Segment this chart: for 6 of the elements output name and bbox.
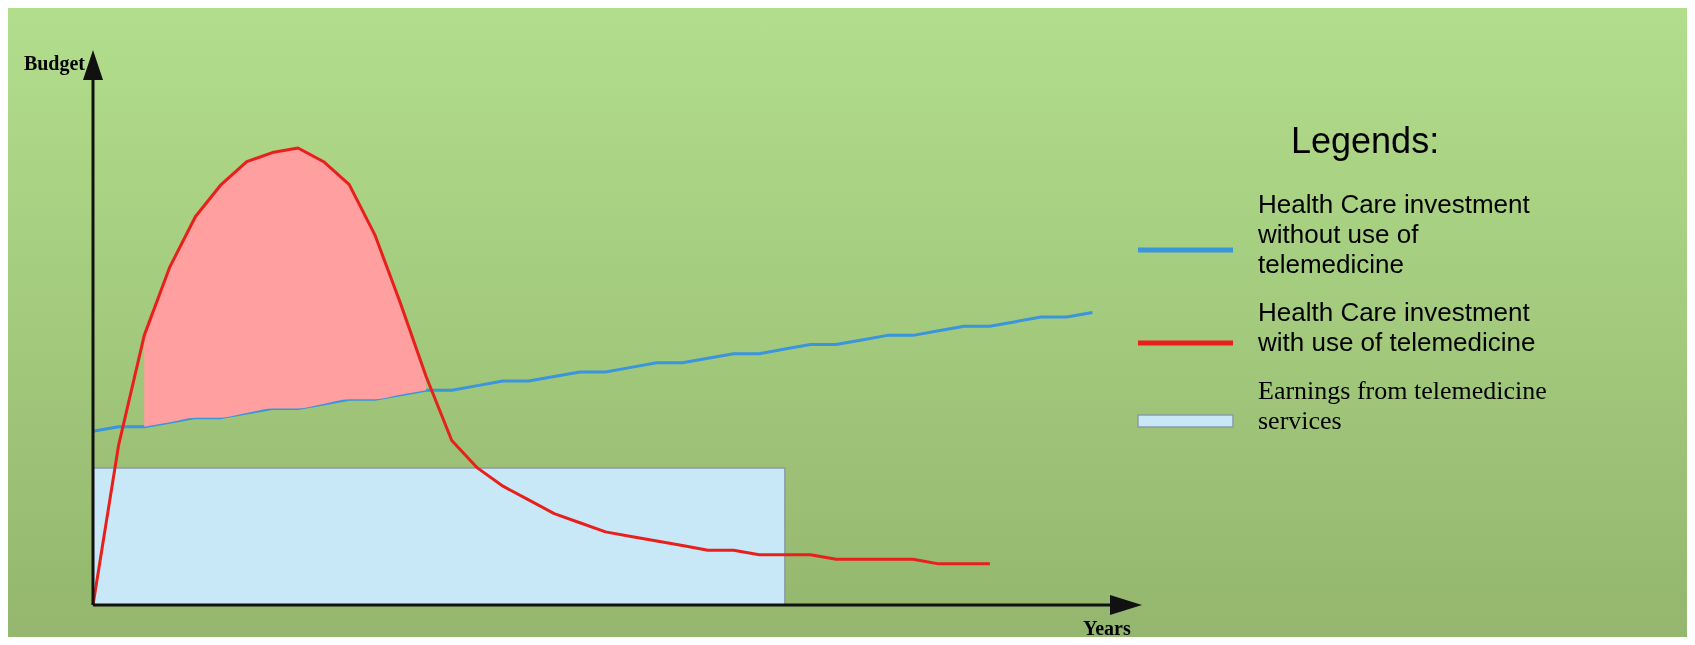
x-axis-title: Years — [1083, 617, 1131, 639]
legend-label: Earnings from telemedicine services — [1258, 376, 1547, 435]
legend-label: Health Care investment with use of telemedicine — [1257, 297, 1536, 357]
legend-label: Health Care investment without use of telemedicine — [1257, 189, 1531, 279]
y-axis-title: Budget — [23, 52, 86, 75]
legend-title: Legends: — [1291, 120, 1440, 161]
